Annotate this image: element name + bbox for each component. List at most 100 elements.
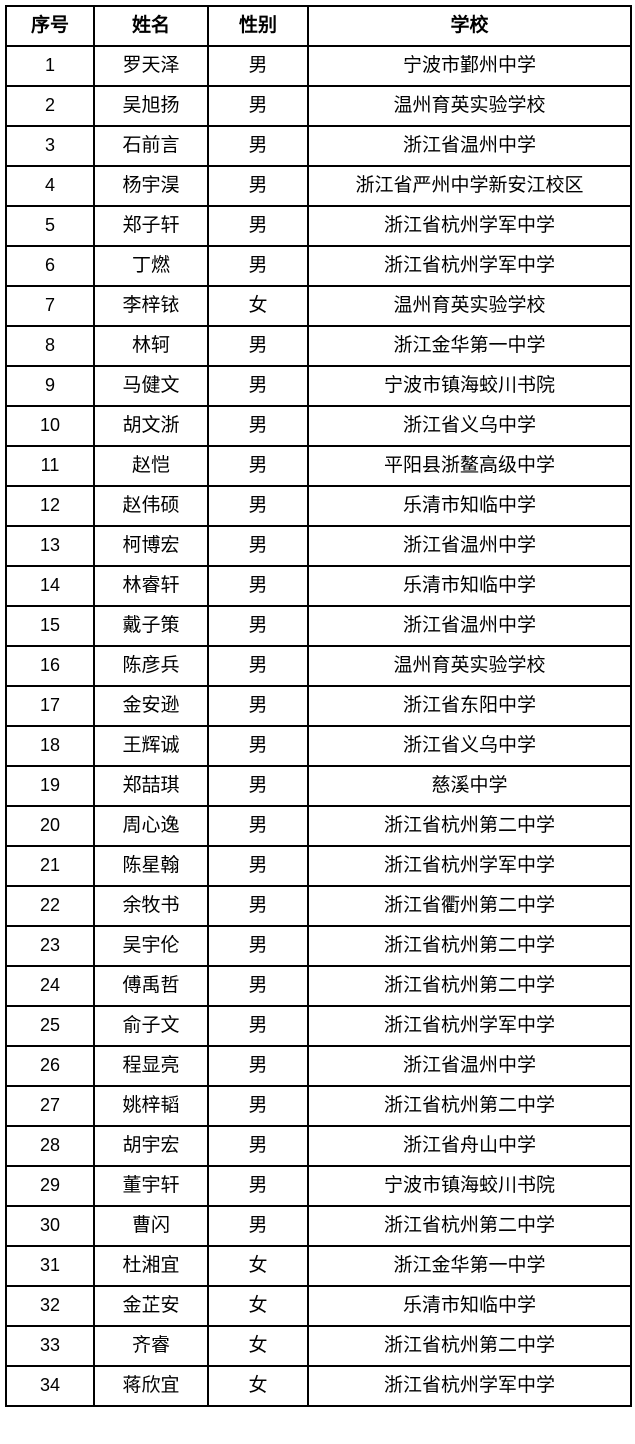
table-row: 22 余牧书男浙江省衢州第二中学 (5, 885, 632, 927)
table-row: 13 柯博宏男浙江省温州中学 (5, 525, 632, 567)
cell-no: 13 (5, 525, 95, 567)
cell-name: 胡宇宏 (93, 1125, 209, 1167)
table-row: 28 胡宇宏男浙江省舟山中学 (5, 1125, 632, 1167)
cell-no: 33 (5, 1325, 95, 1367)
cell-no: 12 (5, 485, 95, 527)
table-row: 21 陈星翰男浙江省杭州学军中学 (5, 845, 632, 887)
table-row: 20 周心逸男浙江省杭州第二中学 (5, 805, 632, 847)
cell-no: 26 (5, 1045, 95, 1087)
table-row: 4 杨宇淏男浙江省严州中学新安江校区 (5, 165, 632, 207)
cell-school: 温州育英实验学校 (307, 645, 632, 687)
column-header-no: 序号 (5, 5, 95, 47)
cell-name: 柯博宏 (93, 525, 209, 567)
cell-name: 姚梓韬 (93, 1085, 209, 1127)
cell-gender: 男 (207, 445, 309, 487)
cell-school: 浙江省杭州第二中学 (307, 1325, 632, 1367)
cell-school: 浙江省义乌中学 (307, 725, 632, 767)
column-header-name: 姓名 (93, 5, 209, 47)
table-row: 26 程显亮男浙江省温州中学 (5, 1045, 632, 1087)
cell-name: 曹闪 (93, 1205, 209, 1247)
roster-table-header: 序号 姓名 性别 学校 (5, 5, 632, 47)
cell-school: 浙江省舟山中学 (307, 1125, 632, 1167)
cell-no: 16 (5, 645, 95, 687)
cell-school: 乐清市知临中学 (307, 1285, 632, 1327)
cell-gender: 男 (207, 1125, 309, 1167)
cell-no: 27 (5, 1085, 95, 1127)
table-row: 14 林睿轩男乐清市知临中学 (5, 565, 632, 607)
cell-school: 浙江省温州中学 (307, 605, 632, 647)
cell-school: 宁波市镇海蛟川书院 (307, 365, 632, 407)
table-row: 19 郑喆琪男慈溪中学 (5, 765, 632, 807)
cell-school: 平阳县浙鳌高级中学 (307, 445, 632, 487)
cell-no: 17 (5, 685, 95, 727)
cell-name: 陈彦兵 (93, 645, 209, 687)
table-row: 1 罗天泽男宁波市鄞州中学 (5, 45, 632, 87)
cell-name: 蒋欣宜 (93, 1365, 209, 1407)
cell-gender: 男 (207, 525, 309, 567)
column-header-school: 学校 (307, 5, 632, 47)
table-row: 24 傅禹哲男浙江省杭州第二中学 (5, 965, 632, 1007)
cell-no: 2 (5, 85, 95, 127)
cell-name: 赵恺 (93, 445, 209, 487)
cell-gender: 男 (207, 365, 309, 407)
cell-school: 浙江省东阳中学 (307, 685, 632, 727)
cell-no: 25 (5, 1005, 95, 1047)
cell-name: 李梓铱 (93, 285, 209, 327)
table-row: 25 俞子文男浙江省杭州学军中学 (5, 1005, 632, 1047)
cell-no: 3 (5, 125, 95, 167)
cell-name: 丁燃 (93, 245, 209, 287)
cell-name: 金芷安 (93, 1285, 209, 1327)
table-row: 32 金芷安女乐清市知临中学 (5, 1285, 632, 1327)
table-row: 2 吴旭扬男温州育英实验学校 (5, 85, 632, 127)
cell-school: 乐清市知临中学 (307, 565, 632, 607)
cell-school: 浙江省杭州学军中学 (307, 1365, 632, 1407)
header-row: 序号 姓名 性别 学校 (5, 5, 632, 47)
cell-gender: 男 (207, 125, 309, 167)
cell-name: 石前言 (93, 125, 209, 167)
cell-gender: 男 (207, 845, 309, 887)
cell-name: 林睿轩 (93, 565, 209, 607)
cell-no: 23 (5, 925, 95, 967)
cell-no: 21 (5, 845, 95, 887)
cell-gender: 男 (207, 45, 309, 87)
cell-no: 24 (5, 965, 95, 1007)
cell-school: 宁波市鄞州中学 (307, 45, 632, 87)
roster-table-body: 1 罗天泽男宁波市鄞州中学 2 吴旭扬男温州育英实验学校 3 石前言男浙江省温州中学 4 杨宇… (5, 45, 632, 1407)
table-row: 12 赵伟硕男乐清市知临中学 (5, 485, 632, 527)
table-row: 6 丁燃男浙江省杭州学军中学 (5, 245, 632, 287)
cell-name: 董宇轩 (93, 1165, 209, 1207)
table-row: 10 胡文浙男浙江省义乌中学 (5, 405, 632, 447)
cell-no: 18 (5, 725, 95, 767)
cell-no: 9 (5, 365, 95, 407)
cell-gender: 男 (207, 965, 309, 1007)
cell-school: 宁波市镇海蛟川书院 (307, 1165, 632, 1207)
cell-gender: 男 (207, 685, 309, 727)
cell-school: 浙江省温州中学 (307, 525, 632, 567)
cell-gender: 男 (207, 85, 309, 127)
cell-school: 浙江省温州中学 (307, 1045, 632, 1087)
cell-name: 齐睿 (93, 1325, 209, 1367)
cell-school: 浙江省杭州第二中学 (307, 1085, 632, 1127)
cell-no: 34 (5, 1365, 95, 1407)
cell-name: 赵伟硕 (93, 485, 209, 527)
cell-school: 浙江省杭州学军中学 (307, 1005, 632, 1047)
table-row: 30 曹闪男浙江省杭州第二中学 (5, 1205, 632, 1247)
cell-name: 程显亮 (93, 1045, 209, 1087)
cell-gender: 男 (207, 645, 309, 687)
cell-gender: 男 (207, 925, 309, 967)
cell-name: 周心逸 (93, 805, 209, 847)
cell-gender: 男 (207, 405, 309, 447)
cell-school: 浙江省杭州第二中学 (307, 1205, 632, 1247)
cell-gender: 男 (207, 605, 309, 647)
cell-no: 10 (5, 405, 95, 447)
cell-no: 4 (5, 165, 95, 207)
cell-school: 浙江省杭州第二中学 (307, 805, 632, 847)
cell-no: 14 (5, 565, 95, 607)
table-row: 18 王辉诚男浙江省义乌中学 (5, 725, 632, 767)
cell-no: 1 (5, 45, 95, 87)
cell-school: 浙江金华第一中学 (307, 1245, 632, 1287)
cell-gender: 男 (207, 805, 309, 847)
cell-name: 胡文浙 (93, 405, 209, 447)
cell-gender: 男 (207, 485, 309, 527)
cell-school: 浙江省杭州学军中学 (307, 245, 632, 287)
